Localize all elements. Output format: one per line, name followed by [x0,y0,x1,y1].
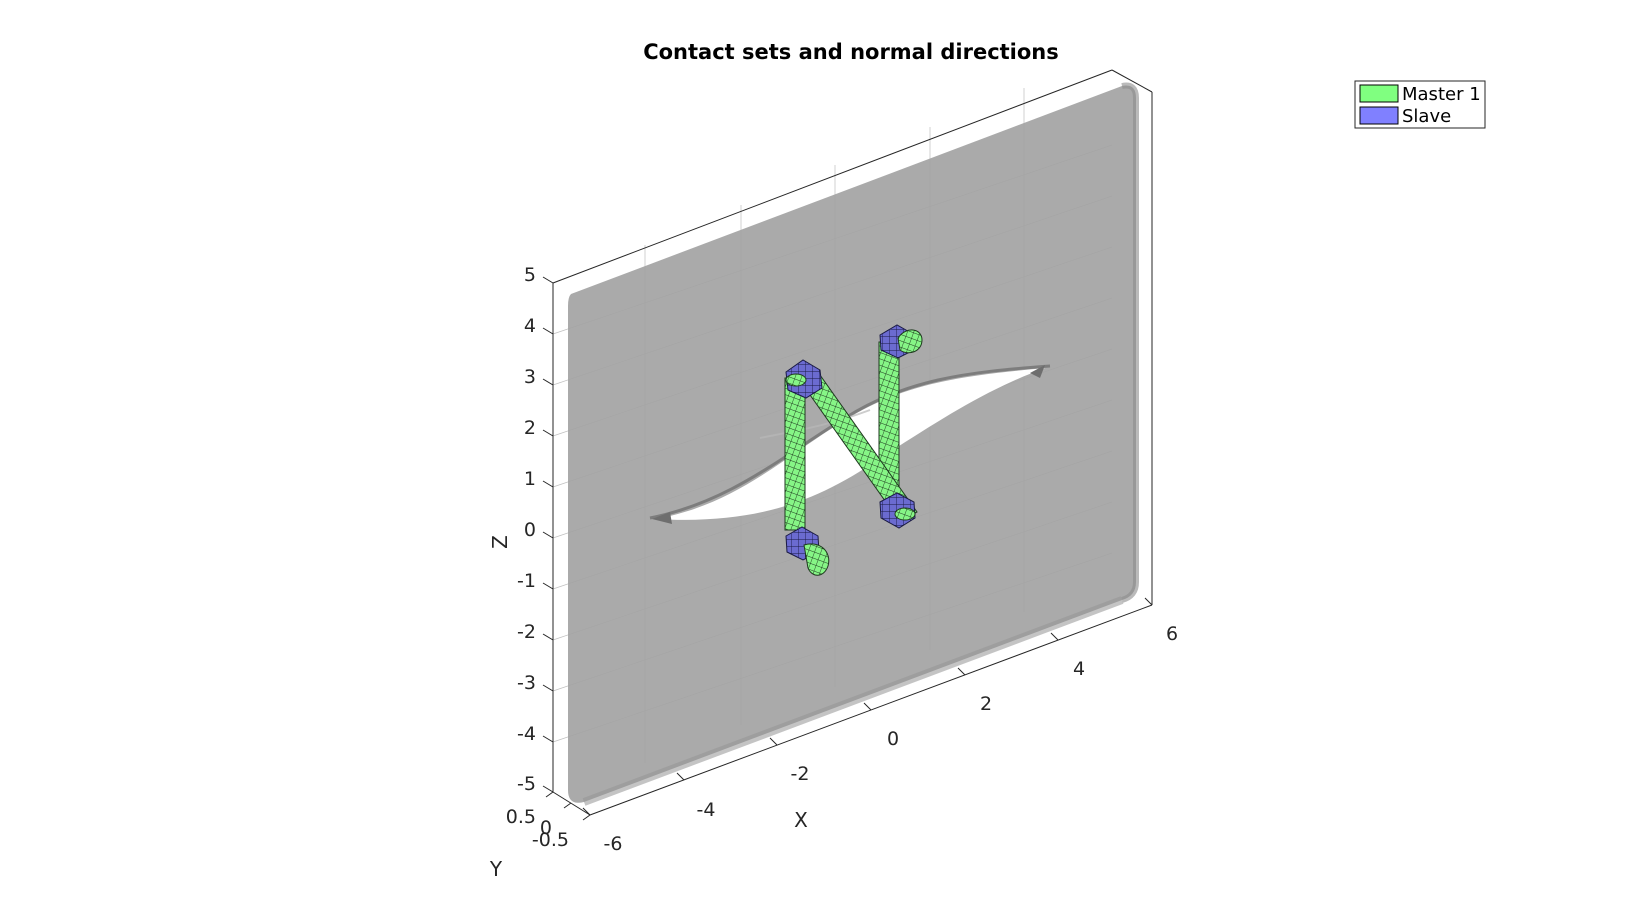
z-tick-label: 5 [524,264,536,286]
y-tick-label: 0.5 [506,806,536,828]
z-tick-label: -3 [517,672,536,694]
z-tick-label: 3 [524,366,536,388]
z-axis-label: Z [488,535,512,549]
x-tick-label: -4 [697,799,716,821]
z-tick-label: 2 [524,417,536,439]
z-tick-label: -1 [517,570,536,592]
master-tube-left [784,377,806,531]
z-tick-label: 4 [524,315,536,337]
x-tick-label: -6 [604,833,623,855]
master-ring-bottom-right [894,507,916,521]
legend: Master 1 Slave [1354,80,1486,129]
x-tick-label: 4 [1073,658,1085,680]
y-axis-label: Y [489,857,503,881]
x-tick-label: 2 [980,693,992,715]
master-cap-top-right [897,329,923,354]
z-tick-label: 0 [524,519,536,541]
y-axis: 0.5 0 -0.5 Y [489,791,591,881]
master-cap-bottom-left [803,543,830,576]
chart-title: Contact sets and normal directions [643,40,1059,64]
y-tick-label: 0 [540,817,552,839]
z-tick-label: -4 [517,723,536,745]
contact-sets [784,324,923,576]
x-axis: -6 -4 -2 0 2 4 6 X [582,597,1178,855]
x-tick-label: -2 [791,763,810,785]
legend-label-master: Master 1 [1402,84,1481,105]
legend-swatch-slave [1359,106,1399,125]
z-tick-label: -5 [517,773,536,795]
x-tick-label: 6 [1166,623,1178,645]
x-axis-label: X [794,808,808,832]
y-tick-label: -0.5 [532,829,569,851]
legend-label-slave: Slave [1402,106,1451,127]
z-axis: 5 4 3 2 1 0 -1 -2 -3 -4 -5 Z [488,264,554,795]
z-tick-label: -2 [517,621,536,643]
z-tick-label: 1 [524,468,536,490]
x-tick-label: 0 [887,728,899,750]
master-ring-top-left [785,373,807,387]
legend-swatch-master [1359,84,1399,103]
